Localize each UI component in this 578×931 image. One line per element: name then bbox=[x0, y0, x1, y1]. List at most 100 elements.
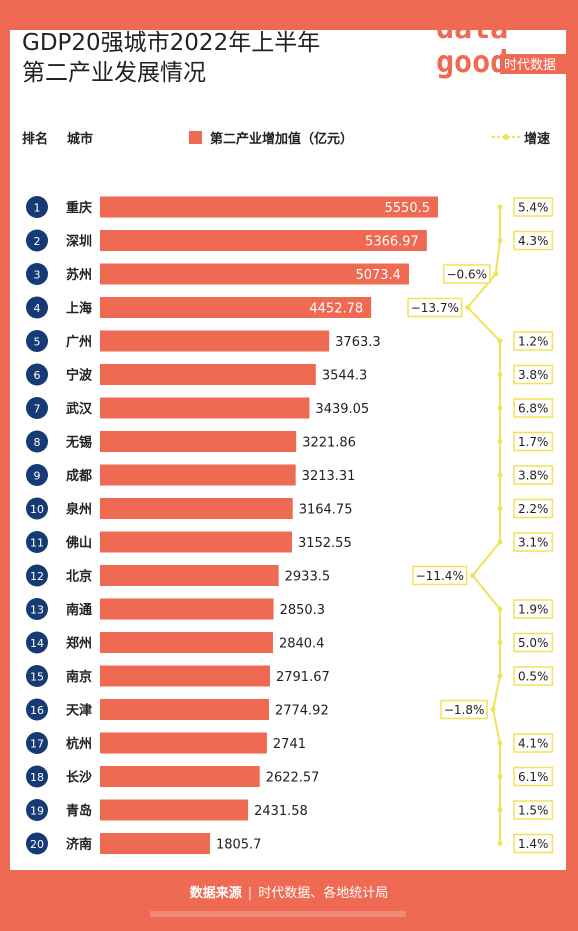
bar bbox=[100, 431, 297, 452]
rank-label: 1 bbox=[34, 202, 41, 215]
value-label: 3763.3 bbox=[335, 335, 381, 350]
value-label: 2741 bbox=[273, 737, 306, 752]
rank-label: 17 bbox=[30, 738, 44, 751]
rank-label: 8 bbox=[34, 436, 41, 449]
growth-point bbox=[493, 271, 499, 277]
city-label: 上海 bbox=[66, 301, 92, 317]
bar bbox=[100, 531, 292, 553]
value-label: 3544.3 bbox=[322, 369, 368, 384]
bar bbox=[100, 565, 279, 586]
rank-label: 16 bbox=[30, 704, 44, 717]
rank-label: 15 bbox=[30, 671, 44, 684]
rank-label: 6 bbox=[34, 369, 41, 382]
growth-badge bbox=[412, 565, 468, 586]
growth-label: −0.6% bbox=[446, 268, 487, 282]
growth-label: 3.1% bbox=[518, 536, 549, 550]
chart-title: GDP20强城市2022年上半年 第二产业发展情况 bbox=[22, 28, 320, 88]
growth-point bbox=[497, 204, 503, 210]
growth-badge bbox=[407, 297, 463, 318]
growth-badge bbox=[513, 833, 554, 854]
value-label: 1805.7 bbox=[216, 838, 262, 853]
rank-circle bbox=[26, 631, 48, 654]
growth-badge bbox=[440, 699, 488, 720]
growth-point bbox=[497, 606, 503, 612]
bar bbox=[100, 732, 267, 754]
growth-badge bbox=[513, 331, 554, 351]
rank-circle bbox=[26, 196, 48, 218]
growth-badge bbox=[513, 431, 554, 452]
bar bbox=[100, 498, 293, 519]
rank-circle bbox=[26, 765, 48, 788]
growth-point bbox=[465, 305, 471, 310]
growth-label: 4.3% bbox=[518, 234, 549, 248]
rank-circle bbox=[26, 732, 48, 754]
growth-point bbox=[497, 238, 503, 243]
growth-badge bbox=[442, 264, 491, 284]
bar bbox=[100, 598, 274, 620]
rank-circle bbox=[26, 832, 48, 855]
rank-circle bbox=[26, 430, 48, 453]
value-label: 2933.5 bbox=[285, 570, 331, 585]
city-label: 宁波 bbox=[66, 368, 93, 384]
growth-point bbox=[497, 673, 503, 679]
rank-label: 19 bbox=[30, 805, 44, 818]
growth-point bbox=[497, 807, 503, 813]
value-label: 2791.67 bbox=[276, 670, 330, 685]
growth-badge bbox=[513, 766, 554, 787]
city-label: 济南 bbox=[66, 837, 92, 853]
rank-label: 20 bbox=[30, 838, 44, 851]
city-label: 苏州 bbox=[66, 267, 92, 283]
city-label: 青岛 bbox=[66, 803, 92, 819]
rank-header: 排名 bbox=[22, 132, 49, 147]
bar bbox=[100, 799, 249, 821]
rank-label: 18 bbox=[30, 771, 44, 784]
growth-badge bbox=[513, 800, 554, 820]
city-label: 北京 bbox=[66, 569, 92, 585]
bar-legend-swatch bbox=[189, 131, 202, 144]
value-label: 2774.92 bbox=[275, 704, 329, 719]
value-label: 2850.3 bbox=[280, 603, 326, 618]
footer: 数据来源 | 时代数据、各地统计局 bbox=[0, 882, 578, 901]
city-label: 广州 bbox=[66, 334, 92, 350]
logo-bottom-text: good bbox=[436, 45, 508, 80]
city-label: 成都 bbox=[66, 468, 92, 484]
bar bbox=[100, 766, 260, 787]
growth-badge bbox=[513, 666, 554, 686]
rank-circle bbox=[26, 497, 48, 520]
rank-label: 9 bbox=[34, 470, 41, 483]
growth-legend-line bbox=[492, 134, 520, 140]
growth-point bbox=[497, 405, 503, 411]
growth-badge bbox=[513, 599, 554, 619]
data-good-logo: data good 时代数据 bbox=[436, 11, 566, 80]
growth-point bbox=[497, 740, 503, 746]
growth-label: 5.4% bbox=[518, 201, 549, 215]
growth-badge bbox=[513, 465, 554, 485]
footer-source: 时代数据、各地统计局 bbox=[258, 886, 389, 901]
rank-circle bbox=[26, 464, 48, 486]
rank-circle bbox=[26, 363, 48, 386]
city-label: 重庆 bbox=[66, 200, 92, 216]
city-label: 长沙 bbox=[66, 770, 92, 786]
value-label: 3213.31 bbox=[302, 469, 356, 484]
growth-label: −13.7% bbox=[411, 301, 459, 315]
city-label: 天津 bbox=[66, 703, 92, 719]
growth-point bbox=[497, 640, 503, 645]
value-label: 4452.78 bbox=[309, 302, 363, 317]
growth-point bbox=[497, 472, 503, 478]
bar bbox=[100, 297, 372, 318]
bar bbox=[100, 196, 438, 218]
bar-legend-label: 第二产业增加值（亿元） bbox=[210, 132, 354, 147]
growth-badge bbox=[513, 498, 554, 519]
value-label: 2840.4 bbox=[279, 637, 325, 652]
value-label: 5366.97 bbox=[365, 235, 419, 250]
bar bbox=[100, 330, 330, 352]
growth-point bbox=[490, 707, 496, 712]
bar bbox=[100, 263, 409, 285]
city-label: 无锡 bbox=[65, 435, 92, 451]
city-label: 杭州 bbox=[66, 736, 92, 752]
value-label: 3164.75 bbox=[299, 503, 353, 518]
rank-label: 10 bbox=[30, 503, 44, 516]
rank-circle bbox=[26, 564, 48, 587]
rank-label: 3 bbox=[34, 269, 41, 282]
